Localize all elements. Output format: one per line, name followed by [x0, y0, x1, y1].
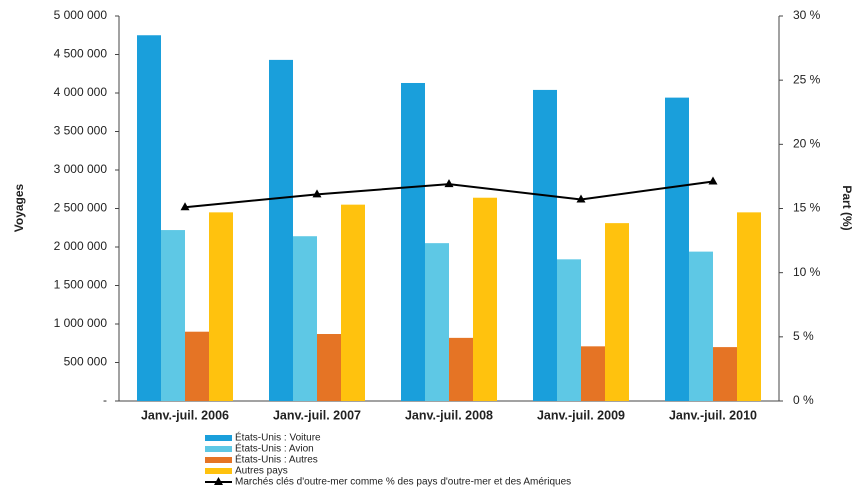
x-tick-label: Janv.-juil. 2007	[273, 408, 361, 422]
legend-label: Marchés clés d'outre-mer comme % des pay…	[235, 477, 571, 488]
x-tick-label: Janv.-juil. 2009	[537, 408, 625, 422]
y2-tick-label: 10 %	[793, 265, 821, 279]
x-tick-label: Janv.-juil. 2010	[669, 408, 757, 422]
bar	[689, 251, 713, 401]
bar	[293, 236, 317, 401]
y-tick-label: 4 000 000	[54, 85, 108, 99]
legend-swatch	[205, 446, 232, 452]
legend-marker	[214, 477, 223, 485]
bar	[425, 243, 449, 401]
y-tick-label: 500 000	[64, 355, 108, 369]
bar	[713, 347, 737, 401]
line-marker	[444, 179, 454, 188]
y-tick-label: 3 000 000	[54, 162, 108, 176]
legend-label: États-Unis : Voiture	[235, 431, 321, 444]
bar	[317, 334, 341, 401]
y-tick-label: 5 000 000	[54, 8, 108, 22]
legend-swatch	[205, 435, 232, 441]
bar	[401, 82, 425, 402]
bar	[341, 204, 365, 401]
y-tick-label: 2 500 000	[54, 201, 108, 215]
y2-tick-label: 5 %	[793, 329, 814, 343]
y-tick-label: 2 000 000	[54, 239, 108, 253]
legend-swatch	[205, 468, 232, 474]
x-tick-label: Janv.-juil. 2008	[405, 408, 493, 422]
y-tick-label: 1 000 000	[54, 316, 108, 330]
y-tick-label: -	[103, 393, 107, 407]
y-tick-label: 1 500 000	[54, 278, 108, 292]
line-marker	[180, 202, 190, 211]
x-tick-label: Janv.-juil. 2006	[141, 408, 229, 422]
y-axis-title: Voyages	[12, 183, 26, 232]
line-marker	[708, 176, 718, 185]
bar	[605, 223, 629, 401]
bar	[665, 97, 689, 402]
legend-label: États-Unis : Autres	[235, 453, 318, 466]
bar	[449, 337, 473, 401]
bar	[557, 259, 581, 401]
bar	[533, 89, 557, 402]
y-tick-label: 3 500 000	[54, 124, 108, 138]
y-tick-label: 4 500 000	[54, 47, 108, 61]
y2-tick-label: 30 %	[793, 8, 821, 22]
bar	[737, 212, 761, 401]
bar	[473, 197, 497, 401]
legend-label: Autres pays	[235, 466, 288, 477]
bar	[137, 35, 161, 401]
y2-tick-label: 15 %	[793, 201, 821, 215]
y2-tick-label: 20 %	[793, 137, 821, 151]
y2-tick-label: 25 %	[793, 72, 821, 86]
bar	[209, 212, 233, 401]
bar	[161, 230, 185, 401]
y2-axis-title: Part (%)	[840, 185, 854, 230]
legend-swatch	[205, 457, 232, 463]
bar	[269, 59, 293, 401]
legend-label: États-Unis : Avion	[235, 442, 314, 455]
line-marker	[312, 189, 322, 198]
y2-tick-label: 0 %	[793, 393, 814, 407]
bar	[185, 331, 209, 401]
bar	[581, 346, 605, 401]
line-marker	[576, 194, 586, 203]
